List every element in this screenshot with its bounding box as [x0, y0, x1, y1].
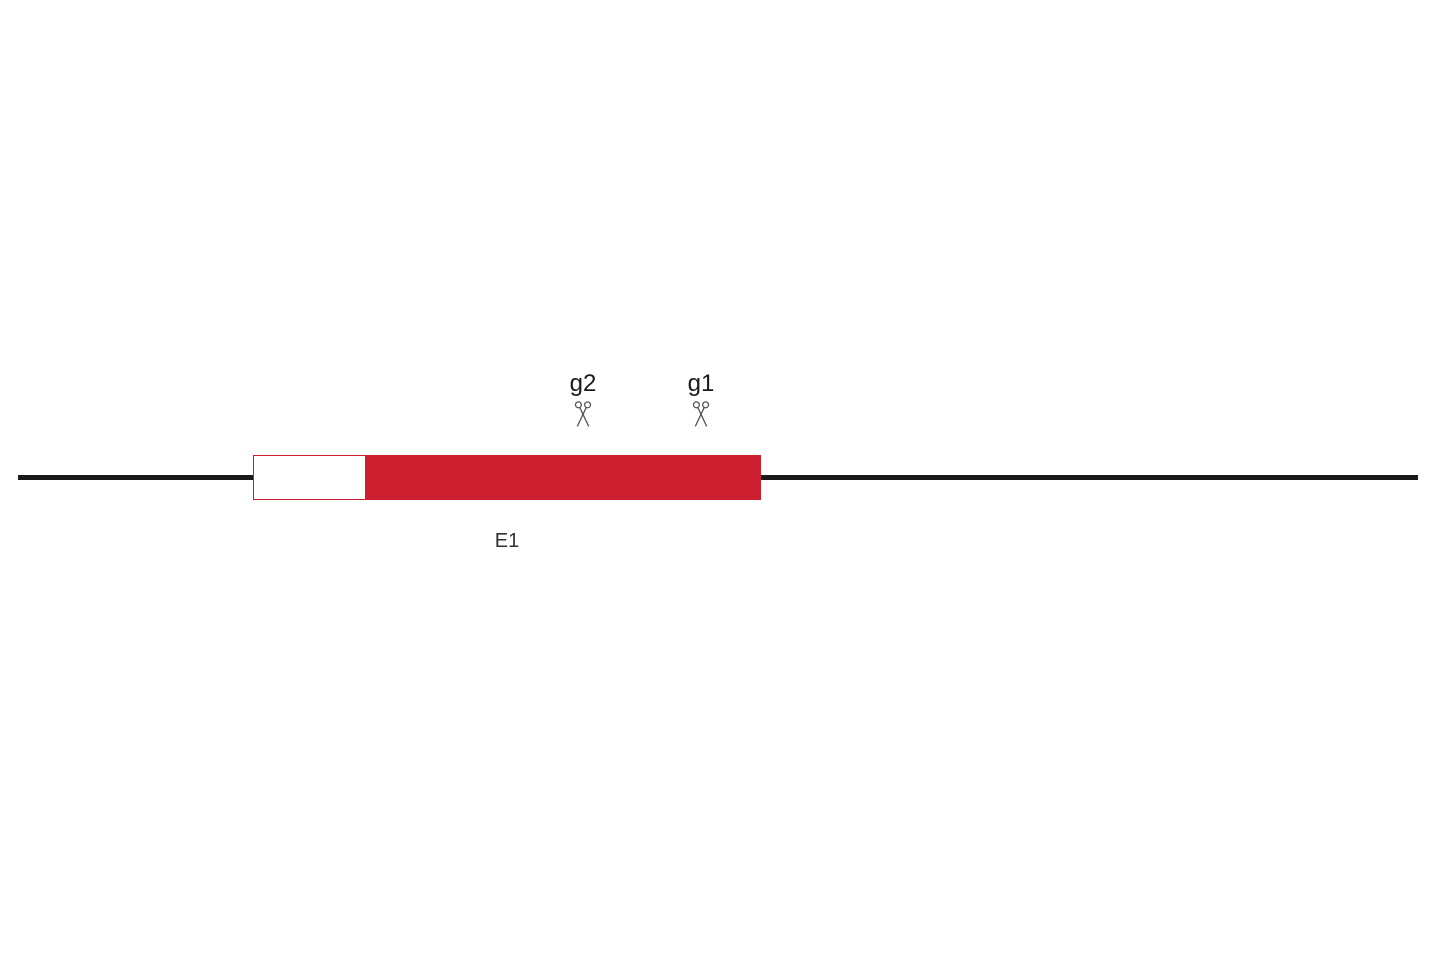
cut-site-label: g1 [676, 370, 726, 398]
cut-site-label: g2 [558, 370, 608, 398]
gene-diagram: E1 g2 g1 [0, 0, 1440, 960]
scissors-icon [690, 400, 712, 433]
scissors-icon [572, 400, 594, 433]
cut-site-g2: g2 [558, 370, 608, 433]
exon-label: E1 [477, 530, 537, 553]
exon-fill [365, 455, 761, 500]
cut-site-g1: g1 [676, 370, 726, 433]
